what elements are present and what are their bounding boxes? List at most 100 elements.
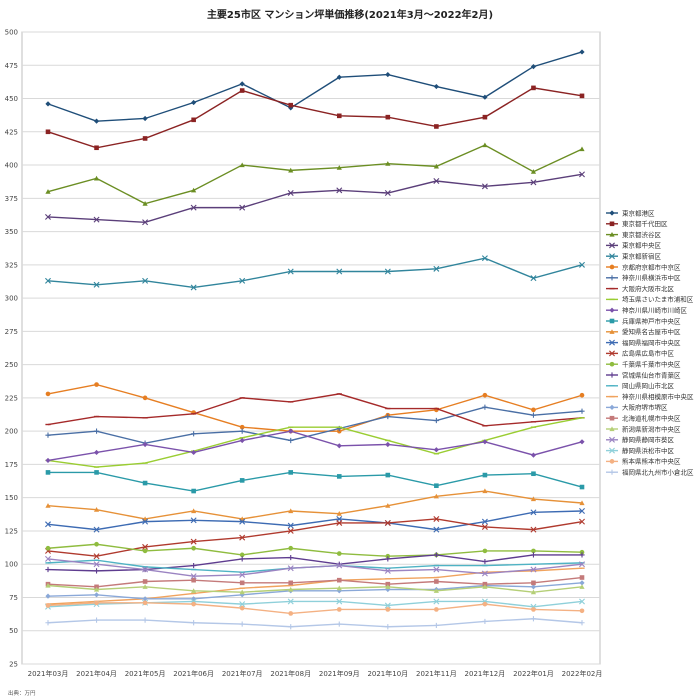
data-point (579, 171, 585, 178)
data-point (482, 558, 488, 565)
data-point (530, 169, 537, 174)
data-point (191, 508, 197, 514)
data-point (288, 105, 294, 111)
data-point (482, 548, 488, 554)
data-point (434, 607, 439, 612)
data-point (530, 563, 537, 565)
data-point (45, 562, 51, 564)
legend-item: 東京都中央区 (606, 241, 662, 250)
data-point (579, 439, 585, 445)
legend-marker (609, 404, 615, 410)
series-line (47, 584, 583, 593)
data-point (433, 566, 440, 573)
data-point (385, 413, 391, 420)
data-point (530, 426, 537, 428)
data-point (93, 561, 100, 568)
data-point (142, 462, 148, 464)
data-point (239, 587, 245, 589)
legend-label: 愛知県名古屋市中区 (622, 327, 681, 336)
data-point (287, 190, 294, 196)
data-point (288, 545, 294, 551)
data-point (239, 571, 245, 573)
data-point (93, 568, 100, 574)
legend-label: 北海道札幌市中央区 (622, 414, 681, 423)
series-19 (45, 580, 585, 602)
data-point (191, 117, 196, 123)
data-point (45, 457, 51, 464)
data-point (385, 503, 391, 508)
data-point (385, 586, 391, 593)
data-point (434, 483, 439, 489)
data-point (142, 548, 148, 554)
series-2 (45, 85, 585, 151)
legend-item: 大阪府大阪市北区 (606, 284, 675, 293)
data-point (579, 49, 585, 55)
series-22 (45, 555, 585, 580)
data-point (433, 564, 439, 567)
legend-label: 埼玉県さいたま市浦和区 (622, 295, 694, 304)
x-tick-label: 2021年08月 (270, 669, 311, 678)
data-point (288, 470, 294, 475)
series-line (47, 406, 583, 444)
data-point (336, 187, 343, 194)
data-point (385, 624, 391, 630)
data-point (191, 601, 196, 607)
data-point (93, 586, 100, 592)
legend-item: 岡山県岡山市北区 (606, 381, 675, 390)
data-point (531, 85, 536, 91)
y-tick-label: 275 (5, 328, 18, 336)
data-point (142, 115, 148, 122)
legend-label: 新潟県新潟市中央区 (622, 424, 681, 433)
data-point (287, 527, 294, 534)
series-line (47, 510, 583, 531)
data-point (288, 437, 294, 444)
data-point (94, 145, 99, 151)
data-point (579, 518, 585, 525)
series-line (48, 471, 583, 492)
legend-marker (609, 242, 615, 249)
data-point (481, 570, 488, 577)
legend-item: 神奈川県相模原市中央区 (606, 392, 694, 401)
data-point (288, 554, 294, 561)
data-point (94, 470, 99, 475)
data-point (239, 589, 245, 595)
x-tick-label: 2021年11月 (416, 669, 457, 678)
data-point (530, 452, 537, 458)
x-tick-label: 2021年12月 (465, 669, 506, 678)
y-tick-label: 150 (5, 494, 18, 502)
data-point (336, 74, 342, 80)
data-point (531, 548, 536, 554)
data-point (385, 161, 391, 166)
data-point (287, 598, 294, 605)
legend-marker (609, 447, 615, 454)
data-point (530, 584, 537, 590)
data-point (45, 521, 51, 528)
legend-label: 東京都千代田区 (622, 219, 668, 228)
data-point (385, 441, 391, 448)
data-point (433, 552, 439, 558)
data-point (579, 500, 585, 506)
data-point (142, 136, 148, 141)
y-tick-label: 425 (5, 128, 18, 136)
legend-label: 東京都中央区 (622, 241, 662, 250)
data-point (384, 602, 391, 609)
data-point (530, 63, 537, 70)
data-point (434, 124, 439, 129)
data-point (239, 437, 245, 444)
data-point (45, 129, 51, 135)
series-21 (45, 582, 585, 595)
data-point (336, 426, 342, 428)
data-point (239, 518, 246, 525)
y-axis: 25 50 75 100 125 150 175 200 225 250 275 300 325 350 3… (5, 29, 18, 669)
series-line (47, 602, 583, 615)
data-point (530, 570, 537, 572)
data-point (191, 431, 197, 437)
legend-label: 京都府京都市中京区 (622, 262, 681, 271)
y-tick-label: 100 (5, 561, 18, 569)
data-point (142, 201, 148, 206)
legend-item: 新潟県新潟市中央区 (606, 424, 681, 433)
plot-area-border (21, 31, 601, 665)
legend-marker (609, 210, 615, 216)
data-point (433, 588, 439, 593)
